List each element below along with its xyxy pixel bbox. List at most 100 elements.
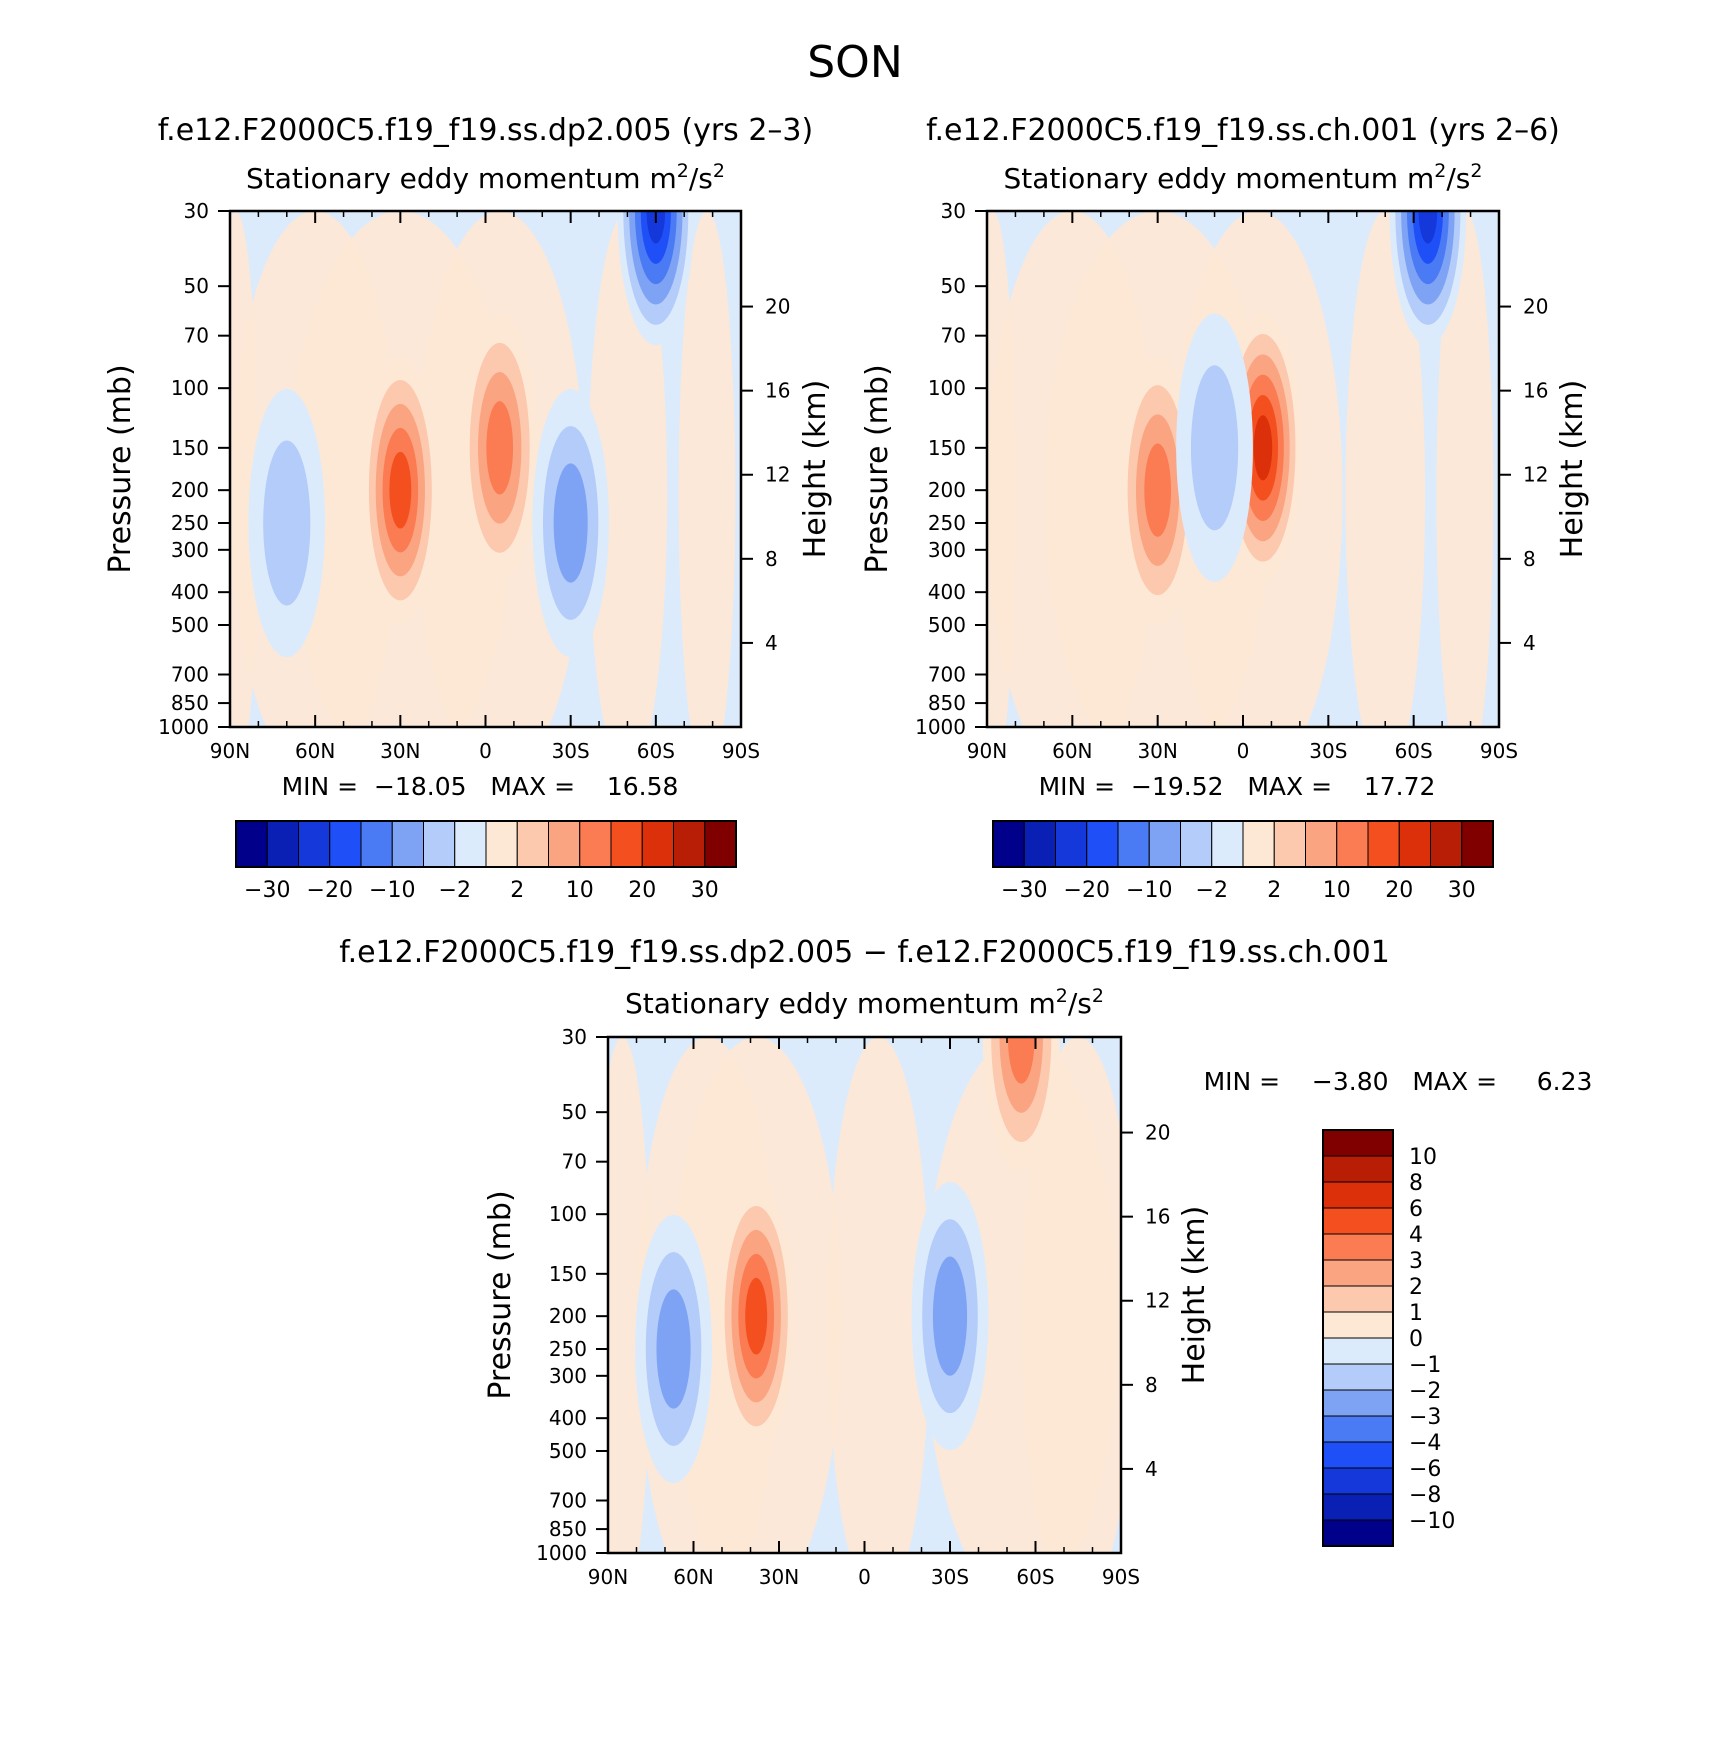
colorbar-swatch: [1322, 1181, 1394, 1209]
y-tick-label: 70: [184, 324, 209, 348]
colorbar-swatch: [1117, 820, 1150, 868]
panel-title: f.e12.F2000C5.f19_f19.ss.dp2.005 − f.e12…: [339, 935, 1390, 970]
subtitle-part: 2: [1470, 160, 1482, 182]
subtitle-part: 2: [1056, 985, 1068, 1007]
y2-tick-label: 4: [765, 631, 778, 655]
y-tick-label: 1000: [536, 1541, 587, 1565]
colorbar-swatch: [1023, 820, 1056, 868]
y-tick-label: 300: [171, 538, 209, 562]
colorbar-swatch: [1322, 1207, 1394, 1235]
y-tick-label: 1000: [915, 715, 966, 739]
contour-band: [1436, 211, 1494, 727]
y-tick-label: 250: [549, 1337, 587, 1361]
colorbar-label: 30: [1448, 878, 1476, 903]
y-tick-label: 30: [562, 1025, 587, 1049]
colorbar-swatch: [548, 820, 581, 868]
colorbar-swatch: [704, 820, 737, 868]
min-max-stats: MIN = −3.80 MAX = 6.23: [1204, 1067, 1593, 1096]
colorbar-swatch: [1055, 820, 1088, 868]
y-tick-label: 850: [928, 691, 966, 715]
y-tick-label: 250: [928, 511, 966, 535]
colorbar-swatch: [1180, 820, 1213, 868]
colorbar-swatch: [1322, 1259, 1394, 1287]
colorbar-swatch: [1242, 820, 1275, 868]
y2-tick-label: 20: [1145, 1121, 1170, 1145]
colorbar-label: 3: [1409, 1249, 1423, 1274]
y-tick-label: 200: [928, 478, 966, 502]
subtitle-part: /s: [1068, 987, 1092, 1020]
colorbar-swatch: [391, 820, 424, 868]
colorbar-label: 2: [510, 878, 524, 903]
panel-1: f.e12.F2000C5.f19_f19.ss.dp2.005 (yrs 2–…: [103, 113, 833, 903]
contour-band: [608, 1037, 651, 1553]
colorbar-label: −10: [1126, 878, 1172, 903]
y2-axis-title: Height (km): [1555, 380, 1590, 559]
colorbar-swatch: [1336, 820, 1369, 868]
y-tick-label: 50: [941, 274, 966, 298]
x-tick-label: 60S: [1395, 739, 1433, 763]
y2-tick-label: 16: [1523, 379, 1548, 403]
y-tick-label: 200: [549, 1304, 587, 1328]
colorbar-label: 6: [1409, 1197, 1423, 1222]
colorbar-label: −30: [244, 878, 290, 903]
contour-band: [1021, 1037, 1121, 1553]
colorbar-swatch: [1322, 1337, 1394, 1365]
colorbar-swatch: [610, 820, 643, 868]
y-tick-label: 150: [549, 1262, 587, 1286]
y-tick-label: 850: [171, 691, 209, 715]
contour-level: [1190, 365, 1239, 531]
y2-tick-label: 12: [765, 463, 790, 487]
colorbar-frame: [235, 820, 737, 868]
y2-axis-title: Height (km): [1177, 1206, 1212, 1385]
y-tick-label: 50: [184, 274, 209, 298]
y2-tick-label: 4: [1523, 631, 1536, 655]
colorbar-swatch: [1322, 1415, 1394, 1443]
colorbar-swatch: [1322, 1311, 1394, 1339]
panel-subtitle: Stationary eddy momentum m2/s2: [1004, 160, 1483, 195]
colorbar-swatch: [1322, 1519, 1394, 1547]
colorbar-swatch: [1322, 1129, 1394, 1157]
colorbar-frame: [1322, 1129, 1394, 1547]
contour-level: [745, 1277, 768, 1355]
x-tick-label: 90N: [967, 739, 1007, 763]
figure-title: SON: [807, 37, 902, 88]
y2-tick-label: 12: [1145, 1289, 1170, 1313]
y2-tick-label: 8: [1145, 1373, 1158, 1397]
subtitle-part: Stationary eddy momentum m: [625, 987, 1056, 1020]
x-tick-label: 90S: [1480, 739, 1518, 763]
min-max-stats: MIN = −19.52 MAX = 17.72: [1039, 772, 1436, 801]
subtitle-part: /s: [1446, 162, 1470, 195]
colorbar-label: 20: [1385, 878, 1413, 903]
y-tick-label: 150: [928, 436, 966, 460]
x-tick-label: 60N: [1052, 739, 1092, 763]
panel-subtitle: Stationary eddy momentum m2/s2: [246, 160, 725, 195]
colorbar-swatch: [992, 820, 1025, 868]
y-tick-label: 50: [562, 1100, 587, 1124]
y-tick-label: 30: [184, 199, 209, 223]
panel-2: f.e12.F2000C5.f19_f19.ss.ch.001 (yrs 2–6…: [860, 113, 1590, 903]
subtitle-part: 2: [677, 160, 689, 182]
x-tick-label: 60S: [637, 739, 675, 763]
colorbar-label: 1: [1409, 1301, 1423, 1326]
panel-3: f.e12.F2000C5.f19_f19.ss.dp2.005 − f.e12…: [339, 935, 1593, 1589]
contour-level: [389, 451, 412, 529]
colorbar-swatch: [1322, 1467, 1394, 1495]
colorbar-label: 4: [1409, 1223, 1423, 1248]
contour-level: [1418, 211, 1438, 244]
colorbar-swatch: [1322, 1389, 1394, 1417]
colorbar-label: −10: [369, 878, 415, 903]
subtitle-part: Stationary eddy momentum m: [1004, 162, 1435, 195]
x-tick-label: 90N: [588, 1565, 628, 1589]
x-tick-label: 60S: [1016, 1565, 1054, 1589]
colorbar-swatch: [1322, 1285, 1394, 1313]
x-tick-label: 30S: [931, 1565, 969, 1589]
colorbar-label: −10: [1409, 1509, 1455, 1534]
y-axis-title: Pressure (mb): [103, 364, 138, 573]
colorbar-label: −3: [1409, 1405, 1441, 1430]
contour-level: [486, 401, 514, 495]
x-tick-label: 30N: [380, 739, 420, 763]
y2-tick-label: 8: [1523, 547, 1536, 571]
contour-field: [987, 211, 1499, 727]
y2-tick-label: 4: [1145, 1457, 1158, 1481]
colorbar-label: −6: [1409, 1457, 1441, 1482]
